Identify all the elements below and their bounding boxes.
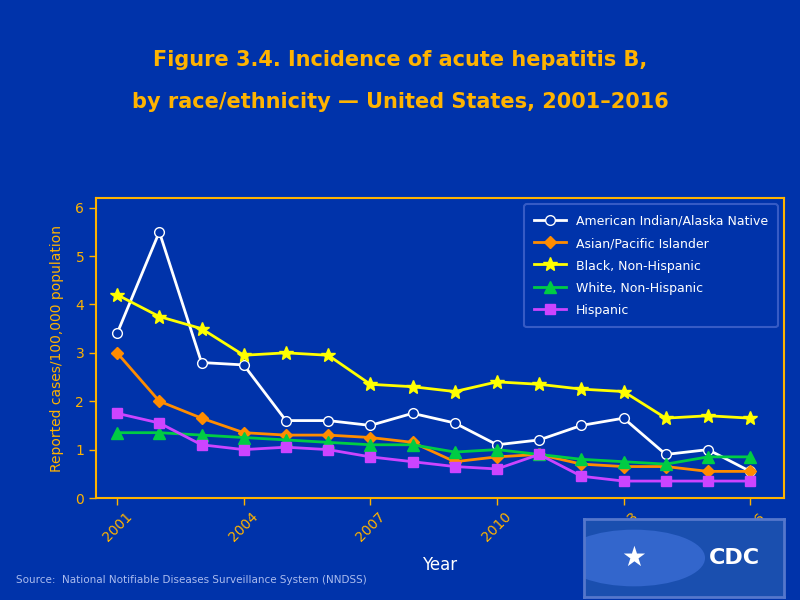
White, Non-Hispanic xyxy=(619,458,629,466)
American Indian/Alaska Native xyxy=(746,468,755,475)
White, Non-Hispanic xyxy=(239,434,249,441)
Hispanic xyxy=(577,473,586,480)
American Indian/Alaska Native xyxy=(323,417,333,424)
American Indian/Alaska Native xyxy=(450,419,459,427)
White, Non-Hispanic xyxy=(281,436,290,443)
Black, Non-Hispanic xyxy=(408,383,418,391)
American Indian/Alaska Native xyxy=(239,361,249,368)
American Indian/Alaska Native xyxy=(577,422,586,429)
Asian/Pacific Islander xyxy=(366,434,375,441)
American Indian/Alaska Native xyxy=(492,441,502,448)
White, Non-Hispanic xyxy=(408,441,418,448)
Black, Non-Hispanic xyxy=(112,291,122,298)
Line: Asian/Pacific Islander: Asian/Pacific Islander xyxy=(113,349,754,476)
White, Non-Hispanic xyxy=(534,451,544,458)
Asian/Pacific Islander xyxy=(281,431,290,439)
Hispanic xyxy=(492,466,502,473)
Asian/Pacific Islander xyxy=(661,463,670,470)
Text: Source:  National Notifiable Diseases Surveillance System (NNDSS): Source: National Notifiable Diseases Sur… xyxy=(16,575,366,585)
Asian/Pacific Islander xyxy=(408,439,418,446)
Black, Non-Hispanic xyxy=(703,412,713,419)
Black, Non-Hispanic xyxy=(661,415,670,422)
Hispanic xyxy=(534,451,544,458)
Hispanic xyxy=(619,478,629,485)
Hispanic xyxy=(112,410,122,417)
Text: by race/ethnicity — United States, 2001–2016: by race/ethnicity — United States, 2001–… xyxy=(132,92,668,112)
Hispanic xyxy=(408,458,418,466)
Text: ★: ★ xyxy=(622,544,646,572)
Asian/Pacific Islander xyxy=(112,349,122,356)
Asian/Pacific Islander xyxy=(154,398,164,405)
American Indian/Alaska Native xyxy=(408,410,418,417)
Asian/Pacific Islander xyxy=(492,453,502,460)
White, Non-Hispanic xyxy=(366,441,375,448)
Black, Non-Hispanic xyxy=(239,352,249,359)
White, Non-Hispanic xyxy=(323,439,333,446)
Hispanic xyxy=(703,478,713,485)
White, Non-Hispanic xyxy=(746,453,755,460)
White, Non-Hispanic xyxy=(112,429,122,436)
Asian/Pacific Islander xyxy=(239,429,249,436)
Hispanic xyxy=(281,443,290,451)
Asian/Pacific Islander xyxy=(703,468,713,475)
Line: Hispanic: Hispanic xyxy=(112,409,755,486)
American Indian/Alaska Native xyxy=(534,436,544,443)
American Indian/Alaska Native xyxy=(112,330,122,337)
Text: CDC: CDC xyxy=(709,548,759,568)
Hispanic xyxy=(239,446,249,453)
American Indian/Alaska Native xyxy=(154,228,164,235)
Circle shape xyxy=(564,530,704,586)
White, Non-Hispanic xyxy=(492,446,502,453)
Legend: American Indian/Alaska Native, Asian/Pacific Islander, Black, Non-Hispanic, Whit: American Indian/Alaska Native, Asian/Pac… xyxy=(524,204,778,328)
Black, Non-Hispanic xyxy=(366,380,375,388)
Line: Black, Non-Hispanic: Black, Non-Hispanic xyxy=(110,288,757,425)
Black, Non-Hispanic xyxy=(154,313,164,320)
Hispanic xyxy=(661,478,670,485)
Black, Non-Hispanic xyxy=(197,325,206,332)
Hispanic xyxy=(746,478,755,485)
American Indian/Alaska Native xyxy=(281,417,290,424)
Black, Non-Hispanic xyxy=(619,388,629,395)
American Indian/Alaska Native xyxy=(661,451,670,458)
American Indian/Alaska Native xyxy=(197,359,206,366)
Hispanic xyxy=(154,419,164,427)
Black, Non-Hispanic xyxy=(450,388,459,395)
American Indian/Alaska Native xyxy=(619,415,629,422)
Line: White, Non-Hispanic: White, Non-Hispanic xyxy=(111,427,756,470)
Line: American Indian/Alaska Native: American Indian/Alaska Native xyxy=(112,227,755,476)
American Indian/Alaska Native xyxy=(366,422,375,429)
American Indian/Alaska Native xyxy=(703,446,713,453)
White, Non-Hispanic xyxy=(450,448,459,455)
Black, Non-Hispanic xyxy=(492,378,502,385)
Asian/Pacific Islander xyxy=(619,463,629,470)
Black, Non-Hispanic xyxy=(281,349,290,356)
Black, Non-Hispanic xyxy=(534,380,544,388)
Asian/Pacific Islander xyxy=(450,458,459,466)
Y-axis label: Reported cases/100,000 population: Reported cases/100,000 population xyxy=(50,224,64,472)
Black, Non-Hispanic xyxy=(577,386,586,393)
Text: Figure 3.4. Incidence of acute hepatitis B,: Figure 3.4. Incidence of acute hepatitis… xyxy=(153,50,647,70)
Black, Non-Hispanic xyxy=(323,352,333,359)
White, Non-Hispanic xyxy=(577,455,586,463)
Hispanic xyxy=(450,463,459,470)
X-axis label: Year: Year xyxy=(422,556,458,574)
Asian/Pacific Islander xyxy=(534,451,544,458)
Asian/Pacific Islander xyxy=(577,461,586,468)
Asian/Pacific Islander xyxy=(746,468,755,475)
Hispanic xyxy=(323,446,333,453)
Black, Non-Hispanic xyxy=(746,415,755,422)
Hispanic xyxy=(197,441,206,448)
Asian/Pacific Islander xyxy=(197,415,206,422)
Asian/Pacific Islander xyxy=(323,431,333,439)
White, Non-Hispanic xyxy=(703,453,713,460)
White, Non-Hispanic xyxy=(197,431,206,439)
Hispanic xyxy=(366,453,375,460)
White, Non-Hispanic xyxy=(154,429,164,436)
White, Non-Hispanic xyxy=(661,461,670,468)
